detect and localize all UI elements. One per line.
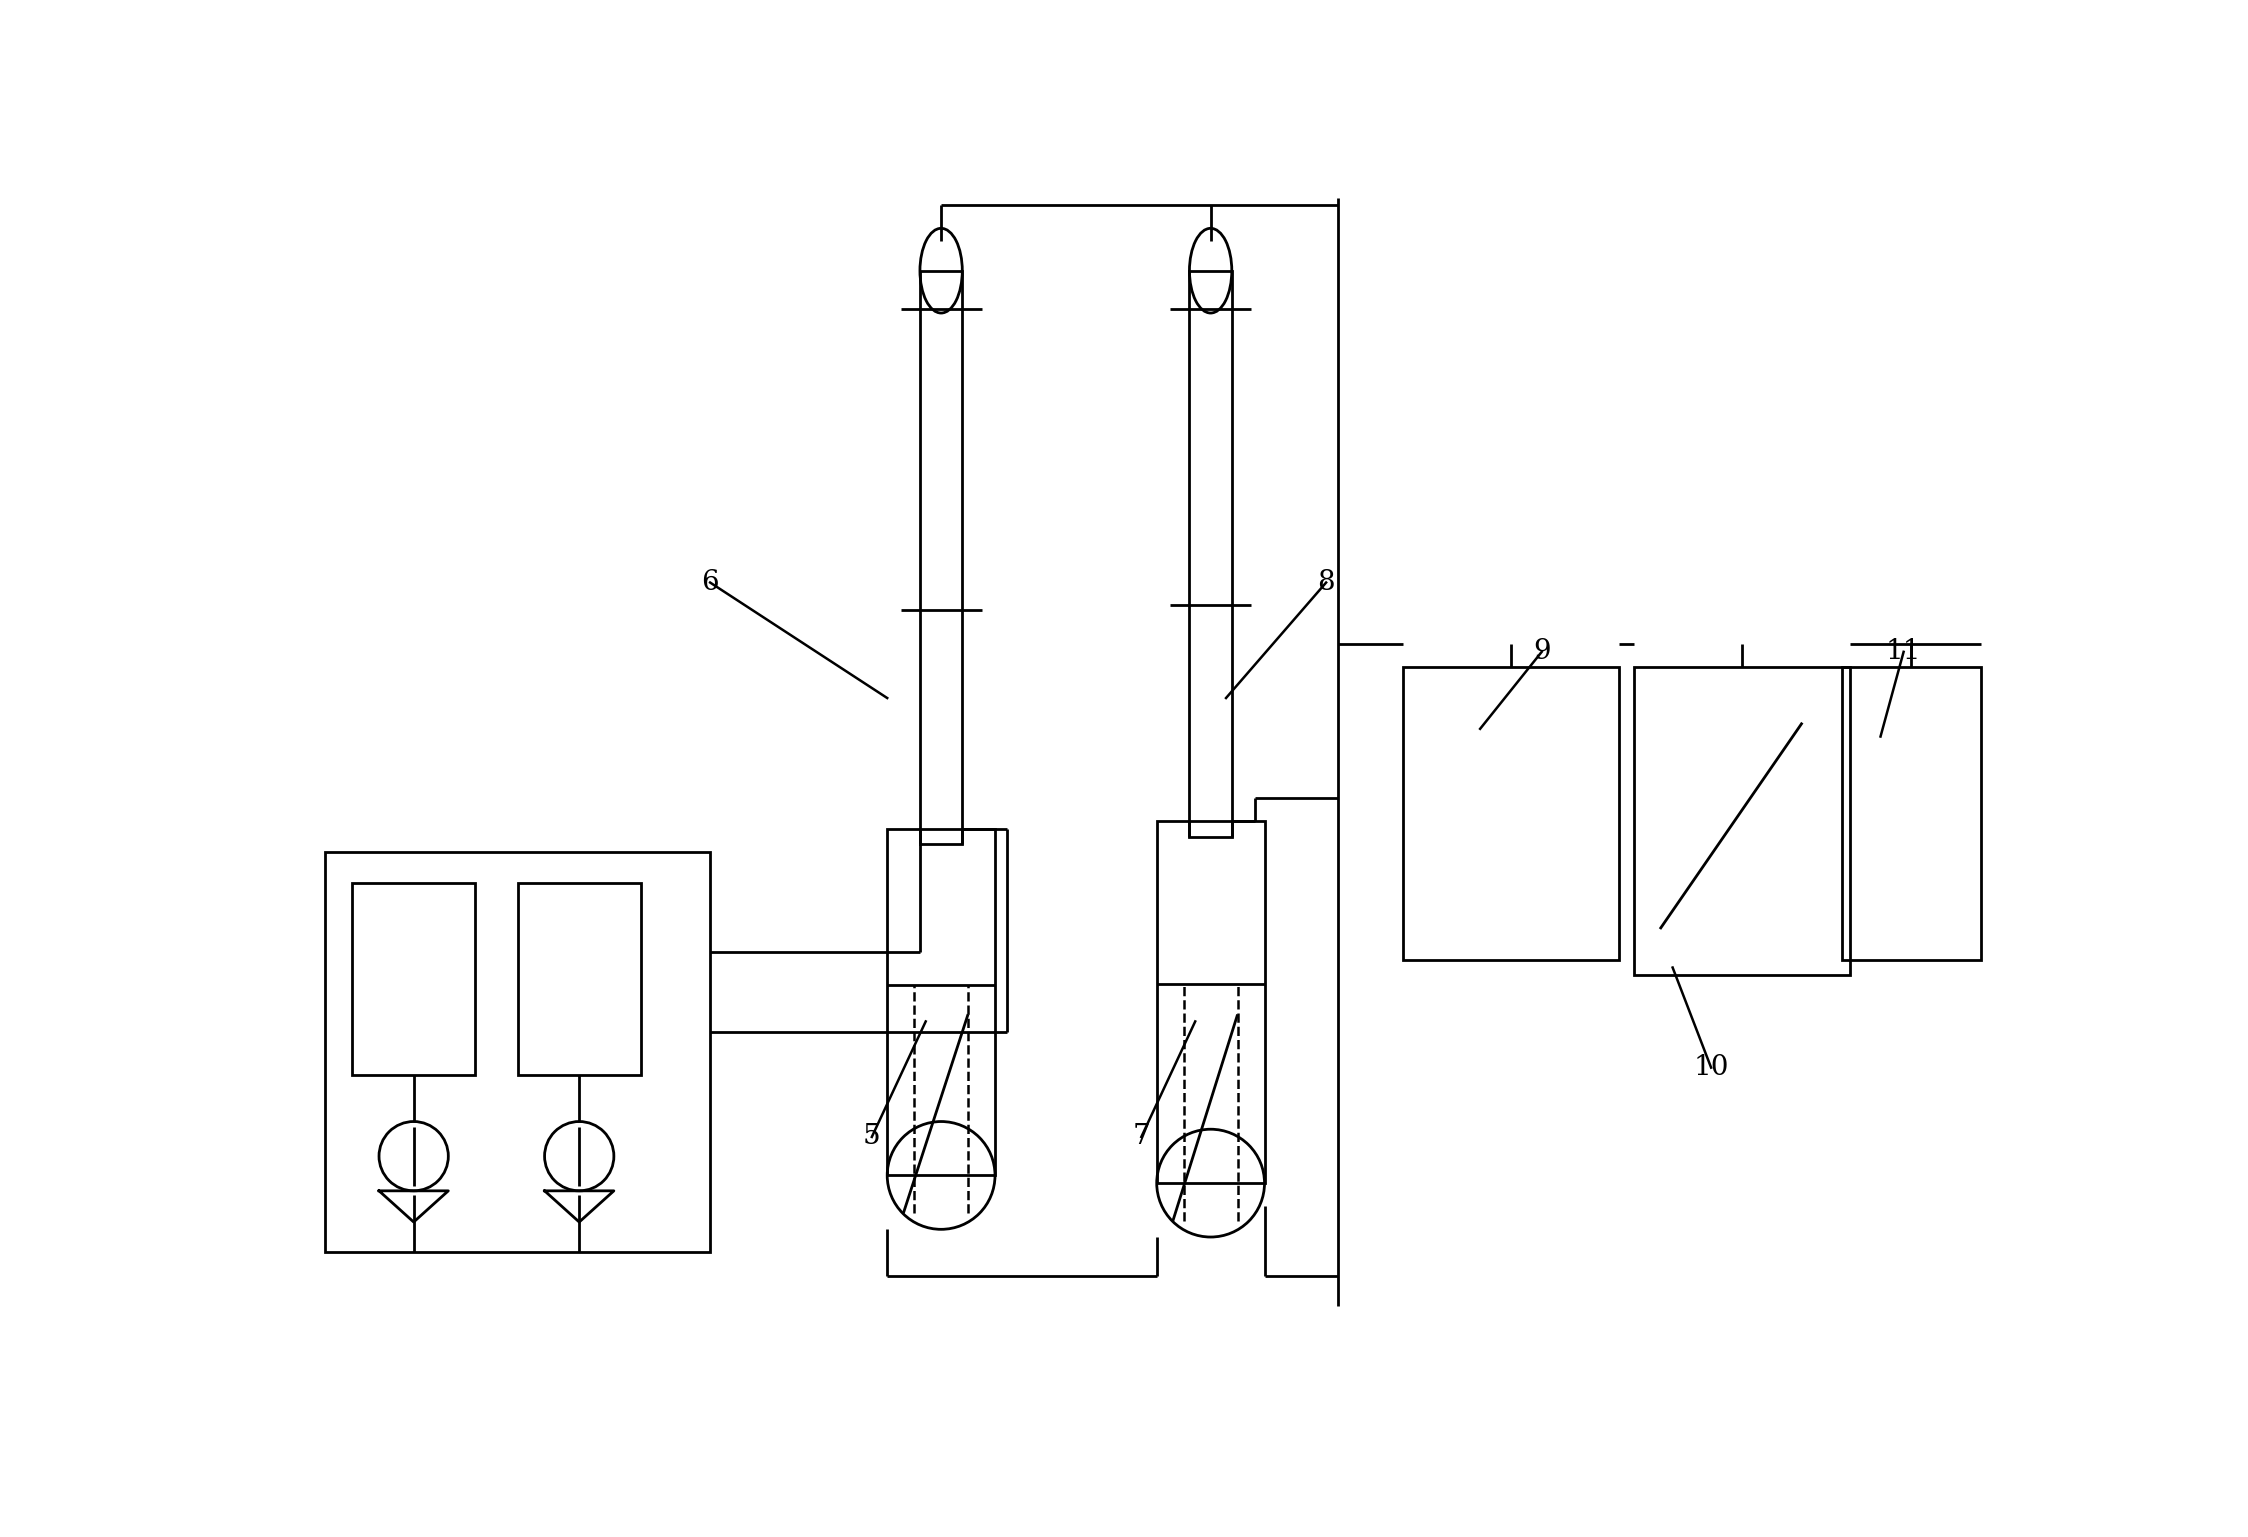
Bar xyxy=(1403,667,1619,959)
Text: 9: 9 xyxy=(1533,638,1551,666)
Bar xyxy=(353,882,474,1076)
Bar xyxy=(1189,271,1232,836)
Bar xyxy=(1841,667,1980,959)
Bar xyxy=(1158,821,1266,1183)
Text: 5: 5 xyxy=(863,1124,881,1150)
Text: 7: 7 xyxy=(1133,1124,1151,1150)
Text: 8: 8 xyxy=(1317,569,1335,596)
Bar xyxy=(517,882,641,1076)
Bar xyxy=(888,828,996,1176)
Bar xyxy=(1634,667,1850,976)
Text: 11: 11 xyxy=(1886,638,1922,666)
Text: 10: 10 xyxy=(1693,1054,1729,1081)
Bar xyxy=(919,271,962,844)
Bar xyxy=(326,851,710,1253)
Text: 6: 6 xyxy=(701,569,719,596)
